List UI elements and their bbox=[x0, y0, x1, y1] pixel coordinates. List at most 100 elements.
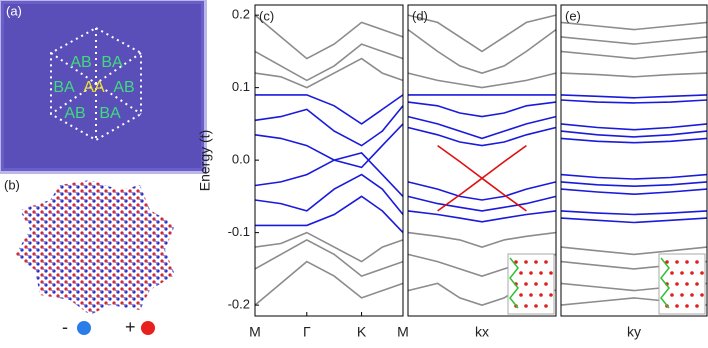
region-label: BA bbox=[101, 54, 123, 71]
inset-atom bbox=[529, 293, 533, 297]
inset-atom bbox=[690, 271, 694, 275]
inset-atom bbox=[700, 271, 704, 275]
inset-atom bbox=[544, 260, 548, 264]
inset-atom bbox=[680, 271, 684, 275]
inset-atom bbox=[690, 293, 694, 297]
inset-atom bbox=[524, 304, 528, 308]
inset-atom bbox=[675, 282, 679, 286]
panel-label: (e) bbox=[565, 8, 581, 23]
inset-atom bbox=[695, 304, 699, 308]
band-line bbox=[560, 246, 708, 256]
band-line bbox=[560, 99, 708, 104]
band-line bbox=[407, 101, 557, 118]
panel-label: (c) bbox=[259, 8, 274, 23]
inset-atom bbox=[534, 282, 538, 286]
inset-edge bbox=[509, 257, 519, 309]
band-line bbox=[407, 14, 557, 53]
band-line bbox=[254, 43, 404, 82]
band-line bbox=[560, 173, 708, 180]
region-label: AB bbox=[64, 105, 85, 122]
band-line bbox=[255, 195, 404, 234]
inset-atom bbox=[685, 260, 689, 264]
inset-atom bbox=[524, 260, 528, 264]
region-label: BA bbox=[53, 79, 75, 96]
x-tick-label: K bbox=[357, 324, 367, 340]
moire-edge bbox=[0, 0, 207, 174]
sign-label: - bbox=[62, 317, 68, 337]
region-label: AB bbox=[70, 54, 91, 71]
band-line bbox=[407, 126, 557, 147]
band-line bbox=[254, 14, 404, 60]
band-line bbox=[560, 94, 708, 99]
minus-dot bbox=[77, 321, 91, 335]
inset-atom bbox=[670, 293, 674, 297]
inset-edge bbox=[660, 257, 670, 309]
sign-label: + bbox=[125, 317, 136, 337]
band-line bbox=[560, 210, 708, 216]
band-line bbox=[560, 181, 708, 188]
plot-frame bbox=[407, 4, 557, 317]
inset-atom bbox=[539, 271, 543, 275]
plot-frame bbox=[560, 4, 708, 317]
plus-dot bbox=[141, 321, 155, 335]
inset-atom bbox=[544, 282, 548, 286]
region-label: BA bbox=[99, 105, 121, 122]
y-tick-label: 0.1 bbox=[232, 79, 250, 94]
band-line bbox=[560, 217, 708, 224]
y-tick-label: -0.1 bbox=[228, 224, 250, 239]
band-line bbox=[407, 72, 557, 89]
band-line bbox=[560, 50, 708, 60]
x-tick-label: M bbox=[397, 324, 409, 340]
region-label: AB bbox=[113, 79, 134, 96]
x-tick-label: M bbox=[249, 324, 261, 340]
band-line bbox=[560, 130, 708, 138]
inset-atom bbox=[685, 304, 689, 308]
lattice-flake bbox=[15, 180, 175, 315]
y-tick-label: 0.0 bbox=[232, 152, 250, 167]
x-axis-label: ky bbox=[627, 324, 641, 340]
moire-image bbox=[1, 1, 204, 171]
band-line bbox=[560, 123, 708, 131]
band-line bbox=[437, 177, 527, 212]
band-line bbox=[407, 195, 557, 212]
inset-atom bbox=[519, 271, 523, 275]
inset-atom bbox=[549, 293, 553, 297]
inset-atom bbox=[685, 282, 689, 286]
inset-atom bbox=[675, 304, 679, 308]
y-axis-label: Energy (t) bbox=[197, 130, 213, 191]
hexagon-diagonals bbox=[50, 28, 142, 140]
band-line bbox=[407, 231, 557, 248]
band-line bbox=[407, 181, 557, 201]
inset-atom bbox=[675, 260, 679, 264]
inset-atom bbox=[519, 293, 523, 297]
band-line bbox=[560, 21, 708, 31]
band-line bbox=[560, 188, 708, 196]
inset-atom bbox=[700, 293, 704, 297]
band-line bbox=[437, 144, 527, 180]
band-line bbox=[254, 57, 404, 89]
panel-label: (a) bbox=[6, 3, 22, 18]
band-line bbox=[560, 72, 708, 78]
inset-atom bbox=[695, 282, 699, 286]
band-line bbox=[254, 173, 404, 216]
panel-label: (d) bbox=[412, 8, 428, 23]
inset-atom bbox=[665, 260, 669, 264]
x-axis-label: kx bbox=[475, 324, 489, 340]
inset-atom bbox=[549, 271, 553, 275]
y-tick-label: 0.2 bbox=[232, 7, 250, 22]
band-line bbox=[254, 105, 404, 147]
inset-atom bbox=[544, 304, 548, 308]
band-line bbox=[407, 210, 557, 223]
band-line bbox=[407, 115, 557, 140]
inset-atom bbox=[670, 271, 674, 275]
inset-atom bbox=[534, 260, 538, 264]
inset-atom bbox=[695, 260, 699, 264]
inset-atom bbox=[534, 304, 538, 308]
band-line bbox=[407, 28, 557, 74]
inset-atom bbox=[680, 293, 684, 297]
band-line bbox=[254, 152, 404, 197]
band-line bbox=[254, 123, 404, 169]
band-line bbox=[560, 137, 708, 144]
panel-label: (b) bbox=[4, 177, 20, 192]
